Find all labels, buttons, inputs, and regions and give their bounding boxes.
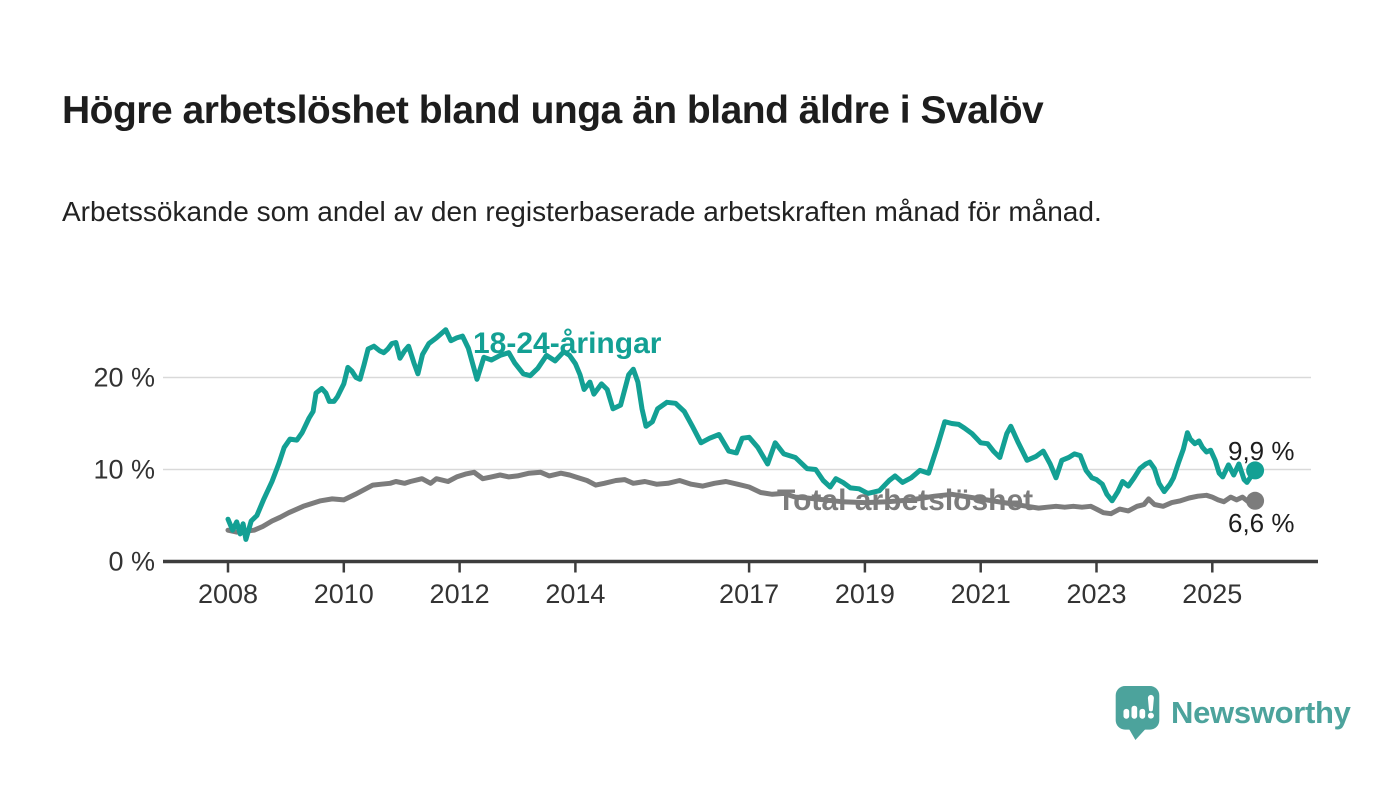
series-label-youth: 18-24-åringar [473,327,662,360]
series-label-total: Total arbetslöshet [777,484,1034,517]
series-line-total [225,469,1258,535]
end-value-label-total: 6,6 % [1228,508,1295,538]
x-tick-label: 2023 [1066,579,1126,609]
x-tick-label: 2017 [719,579,779,609]
y-tick-label: 0 % [108,547,155,577]
newsworthy-logo-text: Newsworthy [1171,695,1351,730]
y-tick-label: 10 % [93,455,155,485]
x-tick-label: 2010 [314,579,374,609]
y-tick-label: 20 % [93,363,155,393]
chart-subtitle: Arbetssökande som andel av den registerb… [62,196,1102,227]
series-line-youth [225,327,1258,542]
x-tick-label: 2021 [951,579,1011,609]
x-tick-label: 2025 [1182,579,1242,609]
end-dot-total [1246,491,1265,510]
x-tick-label: 2012 [430,579,490,609]
end-dot-youth [1246,461,1265,480]
newsworthy-logo: Newsworthy [1114,686,1351,740]
page-title: Högre arbetslöshet bland unga än bland ä… [62,89,1044,133]
newsworthy-logo-icon [1115,686,1160,740]
x-tick-label: 2008 [198,579,258,609]
x-tick-label: 2014 [545,579,605,609]
x-tick-label: 2019 [835,579,895,609]
end-value-label-youth: 9,9 % [1228,436,1295,466]
